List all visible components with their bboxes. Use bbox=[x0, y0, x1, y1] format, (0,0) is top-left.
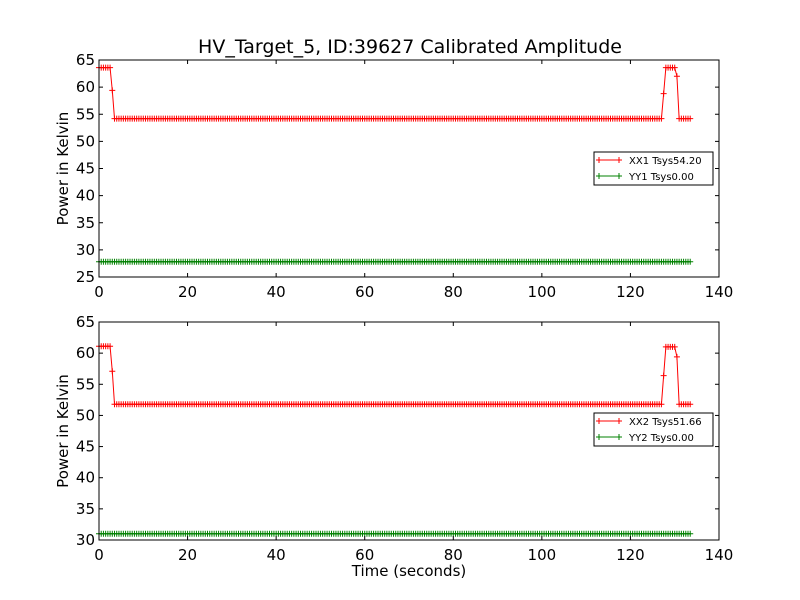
chart-1-series-1 bbox=[96, 530, 694, 537]
chart-0-ytick-label-6: 55 bbox=[76, 105, 95, 123]
chart-0-ytick-label-4: 45 bbox=[76, 160, 95, 178]
top-plot: 0 20 40 60 80 100 120 140 25 30 35 40 45 50 55 60 65 Powe… bbox=[54, 51, 733, 301]
chart-0-legend-swatch-marker-0-1 bbox=[616, 157, 622, 163]
chart-1-ytick-label-3: 45 bbox=[76, 438, 95, 456]
chart-1-xtick-label-1: 20 bbox=[178, 546, 197, 564]
chart-0-xtick-label-5: 100 bbox=[528, 283, 557, 301]
chart-1-xtick-label-3: 60 bbox=[355, 546, 374, 564]
chart-0-series-0-point-5 bbox=[107, 64, 114, 71]
chart-0-xtick-label-0: 0 bbox=[94, 283, 104, 301]
chart-0-legend-box bbox=[593, 151, 714, 186]
chart-1-ytick-label-5: 55 bbox=[76, 375, 95, 393]
chart-1-legend-swatch-marker-0-1 bbox=[616, 418, 622, 424]
chart-0-series-0-point-254 bbox=[658, 115, 665, 122]
chart-0-ytick-label-0: 25 bbox=[76, 268, 95, 286]
chart-1-series-0-point-6 bbox=[109, 368, 116, 375]
chart-0-ytick-label-8: 65 bbox=[76, 51, 95, 69]
chart-0-ytick-label-5: 50 bbox=[76, 132, 95, 150]
chart-1-ytick-label-6: 60 bbox=[76, 344, 95, 362]
chart-1-xtick-label-6: 120 bbox=[616, 546, 645, 564]
chart-0-xtick-label-3: 60 bbox=[355, 283, 374, 301]
chart-1-xtick-label-7: 140 bbox=[705, 546, 734, 564]
chart-0-series-1-point-267 bbox=[687, 258, 694, 265]
chart-1-xtick-label-4: 80 bbox=[444, 546, 463, 564]
chart-1-series-0-point-261 bbox=[673, 353, 680, 360]
chart-0-legend-swatch-marker-0-0 bbox=[596, 157, 602, 163]
chart-1-legend-swatch-marker-1-1 bbox=[616, 434, 622, 440]
chart-0-legend-label-1: YY1 Tsys0.00 bbox=[628, 172, 694, 183]
chart-0-ylabel: Power in Kelvin bbox=[54, 112, 72, 226]
chart-0-legend-swatch-marker-1-1 bbox=[616, 173, 622, 179]
chart-1-legend: XX2 Tsys51.66 YY2 Tsys0.00 bbox=[593, 412, 714, 447]
chart-1-ytick-label-2: 40 bbox=[76, 469, 95, 487]
chart-0-legend: XX1 Tsys54.20 YY1 Tsys0.00 bbox=[593, 151, 714, 186]
chart-0-xtick-label-1: 20 bbox=[178, 283, 197, 301]
chart-1-legend-swatch-marker-0-0 bbox=[596, 418, 602, 424]
chart-1-series-0 bbox=[96, 343, 694, 408]
chart-0-series-0-point-6 bbox=[109, 87, 116, 94]
chart-1-ytick-label-0: 30 bbox=[76, 531, 95, 549]
chart-1-series-0-point-254 bbox=[658, 401, 665, 408]
chart-1-ytick-label-1: 35 bbox=[76, 500, 95, 518]
chart-1-frame bbox=[98, 321, 720, 541]
chart-0-series-1 bbox=[96, 258, 694, 265]
chart-1-series-0-point-260 bbox=[671, 343, 678, 350]
chart-0-series-0-point-255 bbox=[660, 90, 667, 97]
chart-0-ytick-label-1: 30 bbox=[76, 241, 95, 259]
chart-1-series-0-point-267 bbox=[687, 401, 694, 408]
chart-1-series-0-point-255 bbox=[660, 372, 667, 379]
chart-1-legend-box bbox=[593, 412, 714, 447]
chart-1-xlabel: Time (seconds) bbox=[351, 562, 467, 580]
chart-0-xtick-label-4: 80 bbox=[444, 283, 463, 301]
chart-0-xtick-label-7: 140 bbox=[705, 283, 734, 301]
chart-1-legend-swatch-marker-1-0 bbox=[596, 434, 602, 440]
chart-0-xtick-label-6: 120 bbox=[616, 283, 645, 301]
chart-1-series-1-point-267 bbox=[687, 530, 694, 537]
chart-1-ytick-label-4: 50 bbox=[76, 406, 95, 424]
chart-0-ytick-label-3: 40 bbox=[76, 187, 95, 205]
chart-0-legend-swatch-marker-1-0 bbox=[596, 173, 602, 179]
bottom-plot: 0 20 40 60 80 100 120 140 30 35 40 45 50 55 60 65 Power … bbox=[54, 313, 733, 580]
chart-1-xtick-label-0: 0 bbox=[94, 546, 104, 564]
chart-0-xtick-label-2: 40 bbox=[267, 283, 286, 301]
chart-1-legend-label-1: YY2 Tsys0.00 bbox=[628, 433, 694, 444]
chart-0-series-0-point-267 bbox=[687, 115, 694, 122]
chart-0-ytick-label-7: 60 bbox=[76, 78, 95, 96]
chart-1-xtick-label-2: 40 bbox=[267, 546, 286, 564]
chart-0-series-0-point-261 bbox=[673, 73, 680, 80]
chart-title: HV_Target_5, ID:39627 Calibrated Amplitu… bbox=[198, 36, 622, 58]
chart-0-series-0 bbox=[96, 64, 694, 122]
chart-1-ylabel: Power in Kelvin bbox=[54, 374, 72, 488]
chart-1-xtick-label-5: 100 bbox=[528, 546, 557, 564]
chart-0-series-0-point-260 bbox=[671, 64, 678, 71]
chart-1-legend-label-0: XX2 Tsys51.66 bbox=[629, 417, 702, 428]
chart-0-ytick-label-2: 35 bbox=[76, 214, 95, 232]
chart-0-legend-label-0: XX1 Tsys54.20 bbox=[629, 156, 702, 167]
chart-1-ytick-label-7: 65 bbox=[76, 313, 95, 331]
chart-1-series-0-point-5 bbox=[107, 343, 114, 350]
